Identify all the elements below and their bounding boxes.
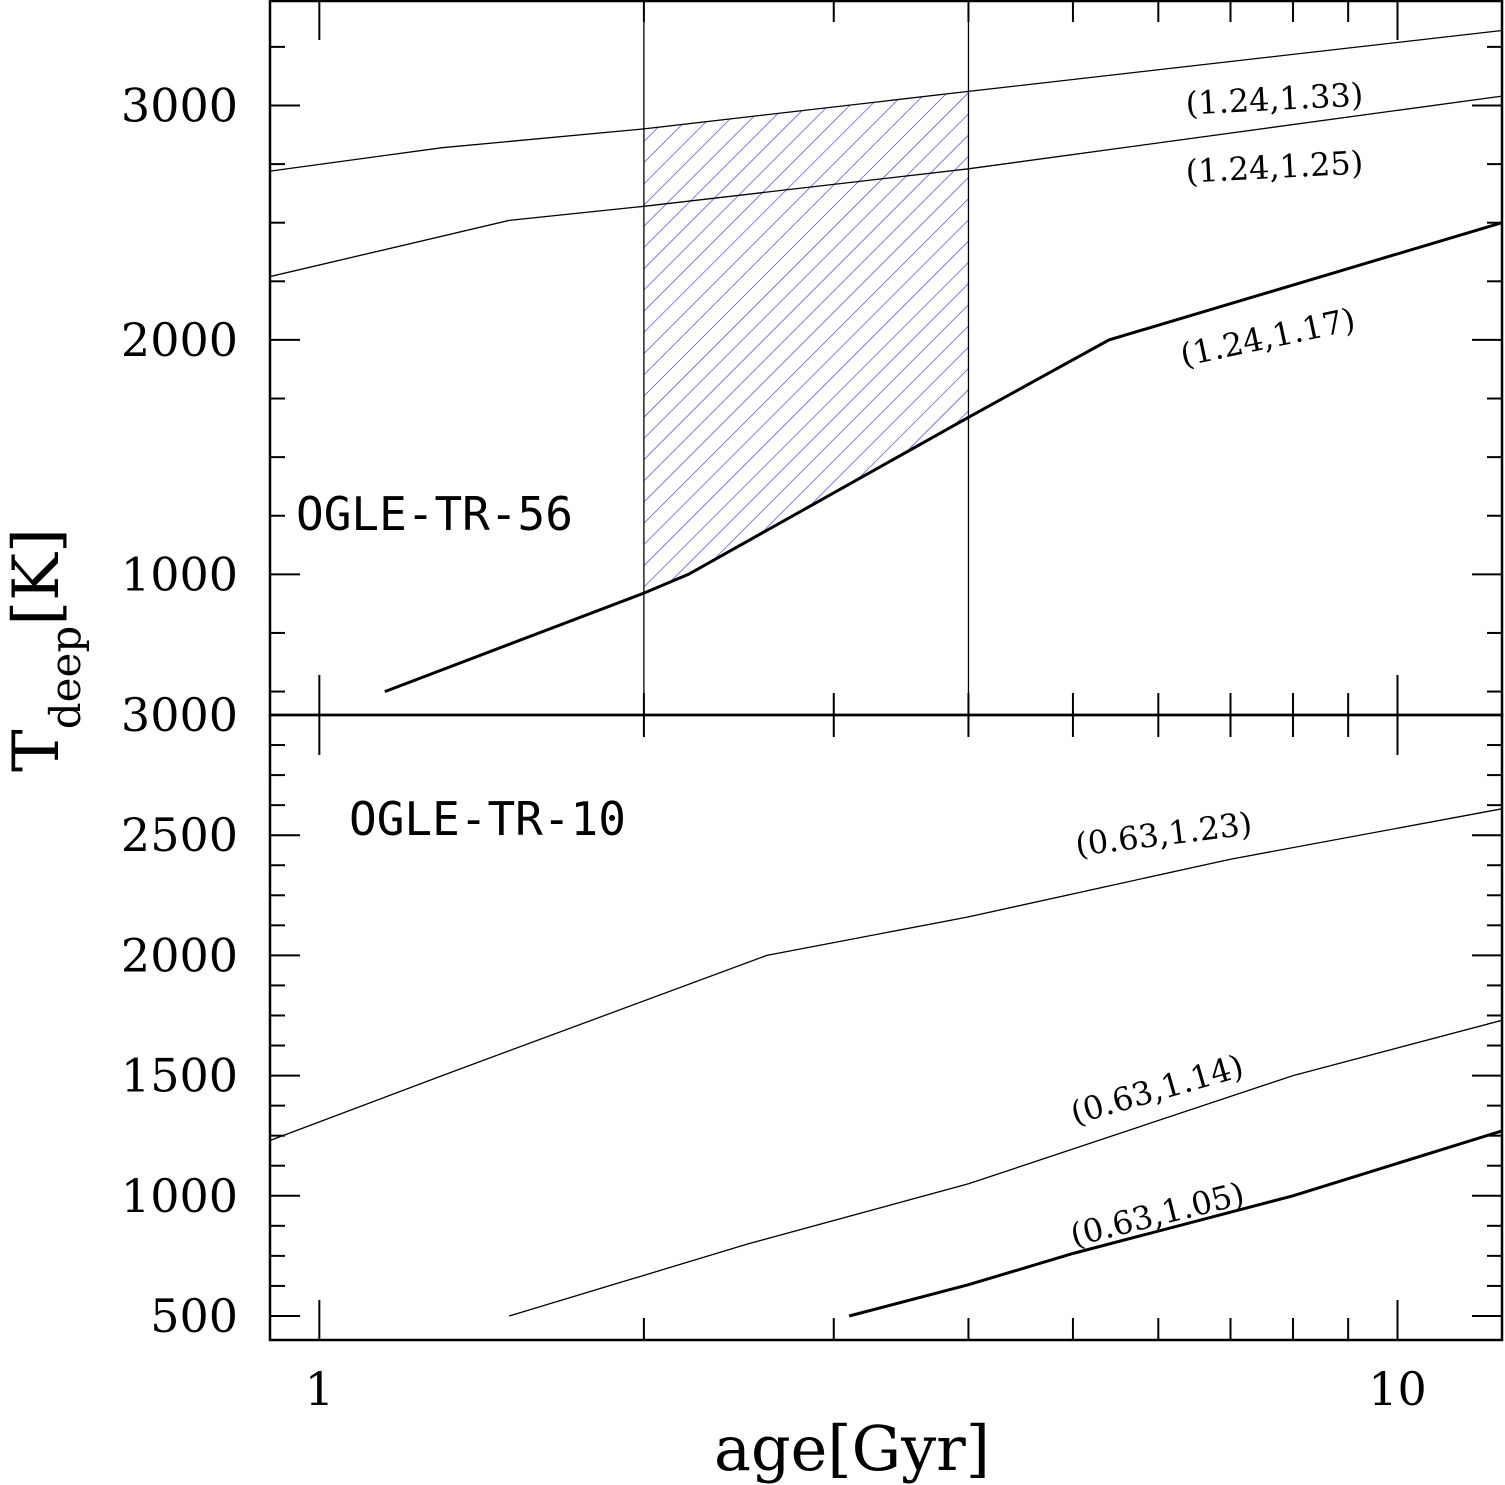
series-line [384, 221, 1502, 694]
y-tick-label: 2000 [121, 313, 238, 367]
series-label: (0.63,1.23) [1073, 804, 1254, 863]
x-axis-title: age[Gyr] [714, 1412, 990, 1485]
series-label: (1.24,1.25) [1185, 143, 1364, 190]
y-tick-label: 3000 [121, 688, 238, 742]
series-line [270, 808, 1502, 1142]
y-tick-label: 2000 [121, 928, 238, 982]
panel-label-ogle-tr-10: OGLE-TR-10 [349, 792, 626, 846]
y-axis-title-sub: deep [41, 626, 90, 729]
series-line [509, 1019, 1502, 1317]
y-tick-label: 1000 [121, 1169, 238, 1223]
x-tick-label: 10 [1368, 1362, 1427, 1416]
panel-label-ogle-tr-56: OGLE-TR-56 [296, 487, 573, 541]
y-tick-label: 1500 [121, 1049, 238, 1103]
y-axis-title: Tdeep[K] [0, 528, 90, 772]
x-tick-label: 1 [305, 1362, 334, 1416]
y-tick-label: 1000 [121, 547, 238, 601]
y-axis-title-main: T [0, 729, 74, 772]
series-label: (0.63,1.05) [1067, 1174, 1249, 1254]
y-axis-title-unit: [K] [0, 528, 74, 626]
panel-ogle-tr-56: (1.24,1.33)(1.24,1.25)(1.24,1.17)1000200… [121, 0, 1504, 717]
series-line [270, 29, 1502, 172]
panel-frame [268, 713, 1504, 1342]
y-tick-label: 2500 [121, 808, 238, 862]
y-tick-label: 3000 [121, 78, 238, 132]
y-tick-label: 500 [150, 1289, 238, 1343]
series-line [848, 1129, 1502, 1318]
series-label: (1.24,1.33) [1185, 75, 1364, 122]
series-label: (0.63,1.14) [1066, 1047, 1247, 1132]
panel-ogle-tr-10: (0.63,1.23) (0.63,1.14) (0.63,1.05) 500 1000… [121, 688, 1504, 1343]
series-line [270, 95, 1502, 278]
hatched-region [643, 91, 969, 594]
svg-text:Tdeep[K]: Tdeep[K] [0, 528, 90, 772]
